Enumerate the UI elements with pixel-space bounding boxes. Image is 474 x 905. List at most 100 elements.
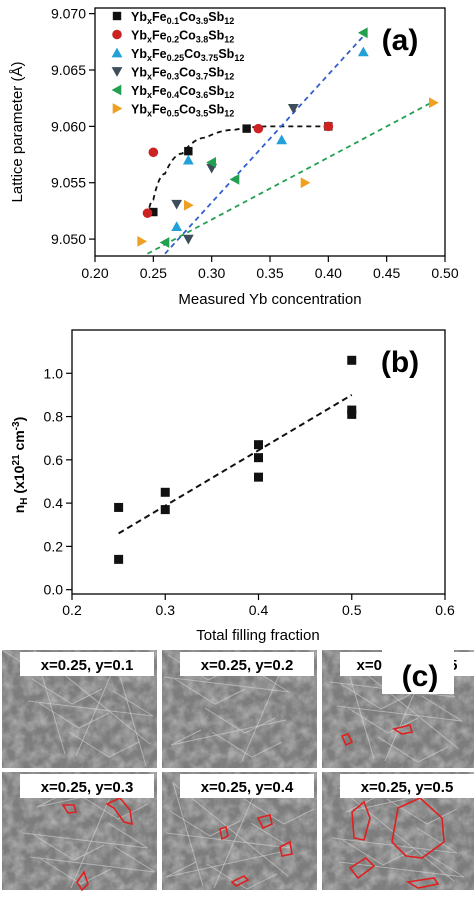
chart-b: 0.2 0.3 0.4 0.5 0.6 0.0 0.2 0.4 0.6 0.8 1.0 (b) T… bbox=[11, 329, 455, 644]
legend-marker-6 bbox=[112, 103, 123, 114]
micrograph-label: x=0.25, y=0.5 bbox=[361, 779, 454, 796]
pore-outline bbox=[340, 733, 354, 747]
chart-a-ytick-label: 9.070 bbox=[51, 6, 86, 22]
chart-a-xtick-label: 0.20 bbox=[81, 265, 108, 281]
chart-a-point-series-2 bbox=[148, 147, 159, 158]
legend-marker-2 bbox=[112, 29, 122, 40]
sem-micrograph: x=0.25, y=0.1 bbox=[1, 649, 157, 768]
pore-outline bbox=[391, 724, 414, 735]
chart-a-point-series-4 bbox=[287, 104, 299, 114]
chart-a-fit-line-3 bbox=[147, 100, 434, 255]
chart-a-point-series-5 bbox=[357, 27, 368, 39]
chart-a-xtick-label: 0.50 bbox=[431, 265, 458, 281]
sem-micrograph: x=0.25, y=0.3 bbox=[2, 772, 157, 892]
chart-a-ytick-label: 9.060 bbox=[51, 118, 86, 134]
chart-a-ytick-label: 9.050 bbox=[51, 231, 86, 247]
chart-a-ytick-label: 9.065 bbox=[51, 62, 86, 78]
chart-a-xtick-label: 0.35 bbox=[256, 265, 283, 281]
micrograph-label: x=0.25, y=0.3 bbox=[41, 779, 134, 796]
micrograph-label-box bbox=[340, 774, 474, 798]
chart-b-point bbox=[254, 440, 263, 450]
chart-a-xtick-label: 0.40 bbox=[315, 265, 342, 281]
micrograph-panel: x=0.25, y=0.1x=0.25, y=0.2x=0.25, y=0.25… bbox=[1, 649, 474, 892]
chart-a-point-series-1 bbox=[149, 207, 158, 217]
chart-a-point-series-2 bbox=[323, 121, 334, 132]
chart-b-ylabel: nH (x1021 cm-3) bbox=[11, 417, 30, 514]
chart-b-xtick-label: 0.2 bbox=[62, 602, 82, 618]
chart-a-point-series-5 bbox=[159, 237, 170, 248]
chart-b-ytick-label: 0.8 bbox=[44, 409, 64, 425]
chart-a-fit-line-1 bbox=[146, 125, 329, 217]
chart-b-xtick-label: 0.6 bbox=[435, 602, 455, 618]
pore-outline bbox=[230, 875, 250, 887]
micrograph-label: x=0.25, y=0.1 bbox=[41, 657, 134, 674]
chart-a-point-series-3 bbox=[357, 46, 369, 57]
chart-a-point-series-1 bbox=[184, 146, 193, 156]
chart-a-point-series-6 bbox=[300, 177, 311, 189]
chart-b-ytick-label: 0.6 bbox=[44, 452, 64, 468]
legend-label-5: YbxFe0.4Co3.6Sb12 bbox=[131, 84, 234, 100]
micrograph-label-box bbox=[180, 774, 314, 798]
chart-a-xtick-label: 0.30 bbox=[198, 265, 225, 281]
micrograph-label: x=0.25, y=0.2 bbox=[201, 657, 294, 674]
chart-a-point-series-1 bbox=[242, 124, 251, 133]
legend-marker-4 bbox=[111, 67, 123, 77]
panel-label-a: (a) bbox=[382, 24, 419, 57]
chart-b-point bbox=[254, 472, 263, 482]
pore-outline bbox=[351, 800, 371, 841]
pore-outline bbox=[279, 840, 293, 857]
pore-outline bbox=[391, 797, 445, 859]
chart-a-point-series-3 bbox=[171, 221, 183, 232]
chart-a-point-series-6 bbox=[137, 235, 148, 247]
micrograph-label: x=0.25, y=0.4 bbox=[201, 779, 294, 796]
chart-a-point-series-6 bbox=[184, 199, 194, 211]
micrograph-label-box bbox=[20, 774, 154, 798]
chart-b-ytick-label: 0.0 bbox=[44, 582, 64, 598]
legend-label-1: YbxFe0.1Co3.9Sb12 bbox=[131, 10, 234, 26]
legend-marker-1 bbox=[112, 11, 122, 21]
chart-a-xlabel: Measured Yb concentration bbox=[178, 291, 361, 308]
chart-b-point bbox=[114, 554, 124, 564]
chart-b-point bbox=[160, 487, 170, 497]
chart-b-ytick-label: 1.0 bbox=[44, 365, 64, 381]
chart-b-point bbox=[114, 502, 124, 512]
chart-a-fit-line-2 bbox=[164, 35, 364, 255]
chart-a-point-series-4 bbox=[171, 199, 183, 210]
sem-micrograph: x=0.25, y=0.2 bbox=[162, 650, 317, 768]
chart-b-xtick-label: 0.3 bbox=[156, 602, 176, 618]
chart-a-point-series-6 bbox=[429, 97, 439, 109]
pore-outline bbox=[61, 804, 78, 814]
chart-b-xtick-label: 0.4 bbox=[249, 602, 269, 618]
legend-label-4: YbxFe0.3Co3.7Sb12 bbox=[131, 66, 234, 82]
chart-b-xlabel: Total filling fraction bbox=[196, 627, 319, 644]
pore-outline bbox=[76, 870, 89, 892]
chart-a-xtick-label: 0.45 bbox=[373, 265, 400, 281]
chart-a-xtick-label: 0.25 bbox=[140, 265, 167, 281]
pore-outline bbox=[256, 814, 273, 830]
chart-a-legend: YbxFe0.1Co3.9Sb12 YbxFe0.2Co3.8Sb12 YbxFe0… bbox=[111, 10, 244, 119]
chart-a-point-series-3 bbox=[182, 154, 194, 165]
chart-a-point-series-2 bbox=[253, 123, 264, 134]
pore-outline bbox=[219, 825, 229, 841]
chart-b-ytick-label: 0.2 bbox=[44, 538, 64, 554]
chart-b-point bbox=[254, 453, 263, 463]
chart-b-fit-line bbox=[118, 394, 353, 535]
chart-a-point-series-5 bbox=[206, 157, 216, 168]
panel-label-c-box: (c) bbox=[382, 650, 454, 694]
legend-marker-5 bbox=[111, 84, 122, 96]
legend-label-6: YbxFe0.5Co3.5Sb12 bbox=[131, 103, 234, 119]
chart-b-xtick-label: 0.5 bbox=[342, 602, 362, 618]
chart-b-point bbox=[160, 505, 170, 515]
panel-label-b: (b) bbox=[381, 346, 419, 379]
legend-label-3: YbxFe0.25Co3.75Sb12 bbox=[131, 47, 244, 63]
panel-label-c: (c) bbox=[402, 660, 439, 693]
micrograph-label-box bbox=[180, 652, 314, 676]
chart-a-ylabel: Lattice parameter (Å) bbox=[9, 62, 26, 203]
legend-marker-3 bbox=[111, 47, 123, 58]
chart-a-point-series-5 bbox=[229, 173, 240, 185]
chart-a-point-series-4 bbox=[182, 234, 194, 245]
micrograph-label-box bbox=[20, 652, 154, 676]
chart-a-ytick-label: 9.055 bbox=[51, 175, 86, 191]
pore-outline bbox=[348, 856, 376, 880]
